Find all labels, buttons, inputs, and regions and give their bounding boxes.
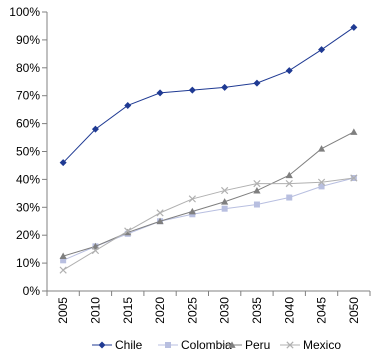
data-point-mexico xyxy=(221,186,229,195)
legend-marker-peru xyxy=(228,341,236,348)
y-tick-label: 70% xyxy=(16,89,40,103)
x-tick-label: 2040 xyxy=(282,297,296,324)
data-point-mexico xyxy=(350,174,358,182)
data-point-chile xyxy=(91,125,99,133)
x-tick-label: 2030 xyxy=(218,297,232,324)
legend-label-chile: Chile xyxy=(115,338,143,352)
x-axis: 2005 2010 2015 2020 2025 2030 2035 2040 2045 2050 xyxy=(46,290,371,324)
legend-item-peru: Peru xyxy=(222,338,270,352)
series-line-mexico xyxy=(62,177,354,271)
x-tick-label: 2035 xyxy=(250,297,264,324)
x-tick-label: 2045 xyxy=(315,297,329,324)
series-line-peru xyxy=(63,131,355,257)
series-line-chile xyxy=(62,26,355,164)
legend-marker-colombia xyxy=(165,342,171,348)
series-chile xyxy=(59,23,358,167)
data-point-colombia xyxy=(253,201,260,208)
data-point-mexico xyxy=(59,266,67,274)
data-point-chile xyxy=(124,101,132,109)
data-point-colombia xyxy=(318,183,325,190)
data-point-peru xyxy=(350,128,358,135)
legend-label-colombia: Colombia xyxy=(181,338,232,352)
data-point-mexico xyxy=(156,209,164,217)
data-point-colombia xyxy=(221,205,228,212)
data-point-colombia xyxy=(286,194,293,201)
data-point-chile xyxy=(350,23,358,31)
y-tick-label: 90% xyxy=(16,33,40,47)
data-point-colombia xyxy=(60,257,67,264)
data-point-mexico xyxy=(91,246,100,255)
x-tick-label: 2015 xyxy=(121,297,135,324)
legend-marker-chile xyxy=(98,341,106,349)
y-tick-label: 0% xyxy=(23,284,41,298)
legend-item-colombia: Colombia xyxy=(158,338,232,352)
data-point-peru xyxy=(59,252,67,260)
data-point-peru xyxy=(124,228,132,236)
series-colombia xyxy=(60,175,357,264)
data-point-peru xyxy=(221,198,229,205)
x-tick-label: 2020 xyxy=(153,297,167,324)
series-peru xyxy=(59,128,358,260)
series-line-colombia xyxy=(62,177,354,261)
y-tick-label: 20% xyxy=(16,228,40,242)
data-point-chile xyxy=(188,86,196,94)
y-tick-label: 30% xyxy=(16,200,40,214)
series-mexico xyxy=(59,174,358,274)
x-tick-label: 2050 xyxy=(347,297,361,324)
x-tick-label: 2010 xyxy=(88,297,102,324)
y-tick-label: 40% xyxy=(16,172,40,186)
data-point-peru xyxy=(285,171,293,179)
data-point-peru xyxy=(156,217,164,225)
data-point-chile xyxy=(318,46,326,54)
data-point-mexico xyxy=(124,227,132,235)
legend-item-chile: Chile xyxy=(92,338,143,352)
x-tick-label: 2005 xyxy=(56,297,70,324)
data-point-chile xyxy=(156,89,164,97)
y-tick-label: 50% xyxy=(16,145,40,159)
y-tick-label: 60% xyxy=(16,117,40,131)
data-point-chile xyxy=(253,79,261,87)
data-point-mexico xyxy=(285,179,293,188)
data-point-peru xyxy=(188,207,196,215)
series-layer xyxy=(59,23,358,274)
legend-label-mexico: Mexico xyxy=(303,338,341,352)
data-point-mexico xyxy=(253,179,261,188)
data-point-chile xyxy=(221,83,229,91)
legend: Chile Colombia Peru Mexico xyxy=(92,338,341,352)
data-point-peru xyxy=(91,242,100,250)
data-point-mexico xyxy=(188,195,196,203)
y-axis: 0% 10% 20% 30% 40% 50% 60% 70% 80% 90% 100% xyxy=(9,5,48,298)
data-point-chile xyxy=(59,159,67,167)
data-point-peru xyxy=(317,145,326,152)
data-point-peru xyxy=(253,186,261,194)
legend-item-mexico: Mexico xyxy=(280,338,341,352)
y-tick-label: 100% xyxy=(9,5,40,19)
y-tick-label: 10% xyxy=(16,256,40,270)
data-point-chile xyxy=(285,67,293,75)
legend-marker-mexico xyxy=(286,341,294,349)
data-point-mexico xyxy=(317,178,326,186)
y-tick-label: 80% xyxy=(16,61,40,75)
x-tick-label: 2025 xyxy=(185,297,199,324)
legend-label-peru: Peru xyxy=(245,338,270,352)
